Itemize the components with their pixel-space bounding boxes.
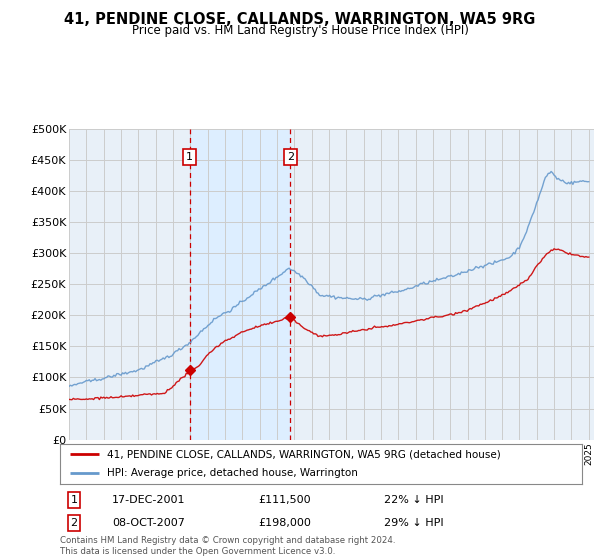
Text: Price paid vs. HM Land Registry's House Price Index (HPI): Price paid vs. HM Land Registry's House …: [131, 24, 469, 37]
Text: 41, PENDINE CLOSE, CALLANDS, WARRINGTON, WA5 9RG: 41, PENDINE CLOSE, CALLANDS, WARRINGTON,…: [64, 12, 536, 27]
Text: 2: 2: [287, 152, 294, 162]
Text: HPI: Average price, detached house, Warrington: HPI: Average price, detached house, Warr…: [107, 468, 358, 478]
Text: 2: 2: [70, 518, 77, 528]
Text: 22% ↓ HPI: 22% ↓ HPI: [383, 495, 443, 505]
Text: 1: 1: [186, 152, 193, 162]
Text: £198,000: £198,000: [259, 518, 311, 528]
Text: £111,500: £111,500: [259, 495, 311, 505]
Text: 17-DEC-2001: 17-DEC-2001: [112, 495, 186, 505]
Text: 08-OCT-2007: 08-OCT-2007: [112, 518, 185, 528]
Text: 29% ↓ HPI: 29% ↓ HPI: [383, 518, 443, 528]
Text: 1: 1: [70, 495, 77, 505]
Text: 41, PENDINE CLOSE, CALLANDS, WARRINGTON, WA5 9RG (detached house): 41, PENDINE CLOSE, CALLANDS, WARRINGTON,…: [107, 449, 501, 459]
Bar: [190, 129, 290, 440]
Text: Contains HM Land Registry data © Crown copyright and database right 2024.
This d: Contains HM Land Registry data © Crown c…: [60, 536, 395, 556]
